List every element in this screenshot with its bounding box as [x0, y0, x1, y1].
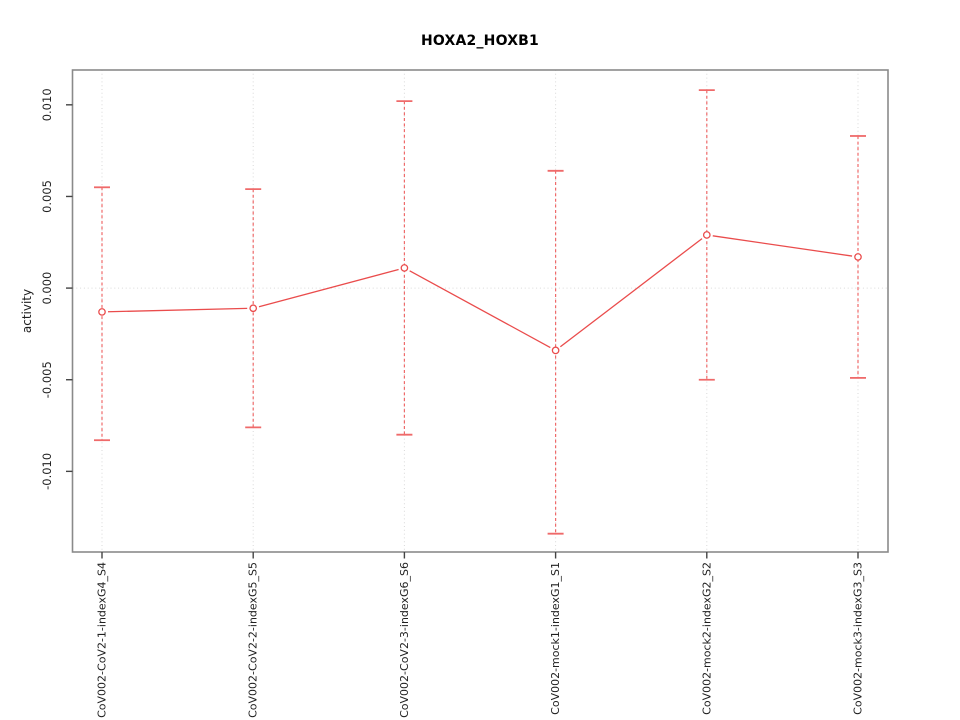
x-tick-label: CoV002-CoV2-3-indexG6_S6: [398, 562, 411, 718]
plot-box: [71, 69, 889, 553]
y-tick-label: -0.005: [40, 361, 54, 398]
plot-border: [71, 69, 889, 553]
y-tick-label: 0.010: [40, 88, 54, 121]
x-tick-label: CoV002-CoV2-1-indexG4_S4: [96, 562, 109, 718]
series-segment: [559, 238, 703, 348]
gridlines: [72, 70, 888, 552]
chart-title: HOXA2_HOXB1: [420, 33, 539, 49]
series-line: [107, 235, 853, 349]
tick-labels: 0.010 0.005 0.000 -0.005 -0.010 CoV002-CoV2-1…: [40, 88, 865, 718]
data-point: [551, 346, 560, 355]
error-bars: [94, 89, 866, 535]
x-tick-label: CoV002-mock3-indexG3_S3: [852, 562, 865, 715]
data-points: [98, 231, 862, 355]
y-tick-label: -0.010: [40, 453, 54, 490]
x-tick-label: CoV002-mock2-indexG2_S2: [700, 562, 713, 715]
series-segment: [712, 235, 853, 257]
x-tick-label: CoV002-CoV2-2-indexG5_S5: [247, 562, 260, 718]
series-segment: [409, 270, 551, 349]
series-segment: [107, 307, 248, 313]
y-tick-label: 0.000: [40, 272, 54, 305]
data-point: [400, 264, 409, 272]
data-point: [98, 308, 106, 316]
y-tick-label: 0.005: [40, 180, 54, 213]
series-segment: [258, 268, 399, 308]
data-point: [854, 253, 862, 261]
data-point: [702, 231, 711, 239]
axis-ticks: [66, 104, 859, 559]
data-point: [249, 304, 258, 313]
x-tick-label: CoV002-mock1-indexG1_S1: [549, 562, 562, 715]
